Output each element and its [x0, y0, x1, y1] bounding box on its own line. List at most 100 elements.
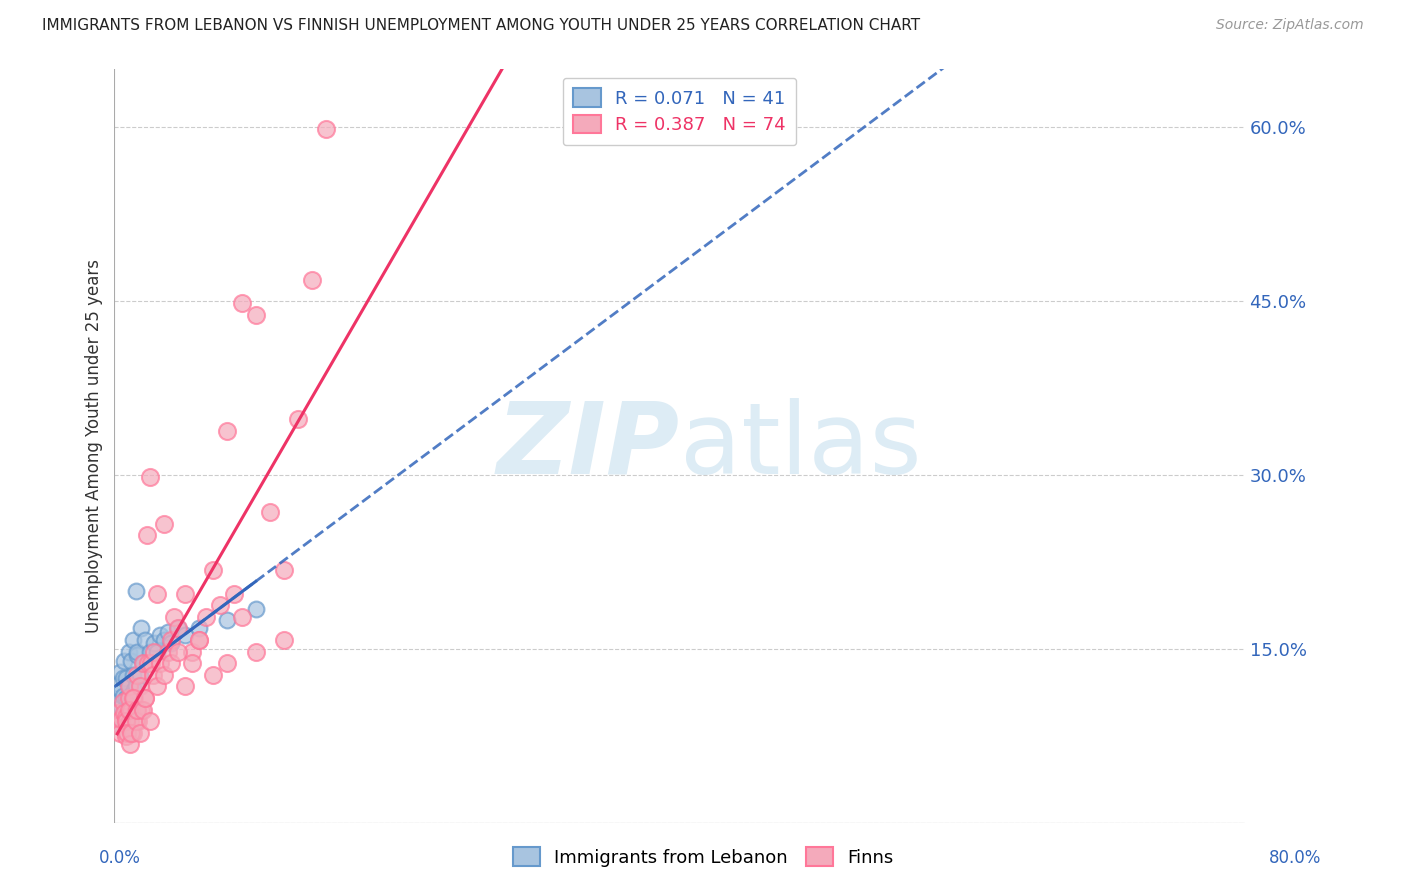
Point	[146, 586, 169, 600]
Point	[124, 703, 146, 717]
Text: 0.0%: 0.0%	[98, 848, 141, 866]
Point	[167, 621, 190, 635]
Point	[273, 563, 295, 577]
Point	[135, 528, 157, 542]
Point	[136, 656, 159, 670]
Point	[153, 632, 176, 647]
Point	[118, 689, 141, 703]
Point	[118, 738, 141, 752]
Point	[245, 644, 267, 658]
Point	[143, 636, 166, 650]
Point	[153, 516, 176, 531]
Point	[245, 601, 267, 615]
Point	[114, 714, 136, 729]
Point	[117, 680, 139, 694]
Point	[131, 656, 153, 670]
Point	[301, 273, 323, 287]
Point	[117, 680, 139, 694]
Point	[124, 714, 146, 729]
Point	[181, 644, 204, 658]
Point	[115, 726, 138, 740]
Point	[120, 703, 142, 717]
Point	[188, 632, 211, 647]
Point	[149, 628, 172, 642]
Point	[124, 584, 146, 599]
Point	[128, 726, 150, 740]
Point	[128, 680, 150, 694]
Point	[287, 412, 309, 426]
Point	[121, 691, 143, 706]
Point	[259, 505, 281, 519]
Point	[115, 712, 138, 726]
Point	[112, 706, 135, 720]
Text: ZIP: ZIP	[496, 398, 679, 494]
Point	[217, 613, 239, 627]
Point	[138, 644, 160, 658]
Point	[117, 644, 139, 658]
Point	[120, 654, 142, 668]
Point	[138, 714, 160, 729]
Point	[231, 296, 253, 310]
Point	[157, 624, 180, 639]
Point	[149, 656, 172, 670]
Point	[110, 682, 132, 697]
Point	[110, 712, 132, 726]
Point	[188, 621, 211, 635]
Legend: R = 0.071   N = 41, R = 0.387   N = 74: R = 0.071 N = 41, R = 0.387 N = 74	[562, 78, 796, 145]
Point	[121, 632, 143, 647]
Point	[217, 424, 239, 438]
Point	[163, 609, 186, 624]
Point	[157, 644, 180, 658]
Point	[174, 628, 197, 642]
Point	[273, 632, 295, 647]
Point	[108, 726, 131, 740]
Point	[111, 694, 134, 708]
Point	[107, 677, 129, 691]
Point	[195, 609, 218, 624]
Point	[110, 700, 132, 714]
Point	[112, 706, 135, 720]
Point	[111, 689, 134, 703]
Point	[112, 654, 135, 668]
Y-axis label: Unemployment Among Youth under 25 years: Unemployment Among Youth under 25 years	[86, 259, 103, 633]
Point	[224, 586, 246, 600]
Point	[174, 680, 197, 694]
Point	[105, 694, 128, 708]
Point	[120, 726, 142, 740]
Point	[129, 621, 152, 635]
Point	[125, 703, 148, 717]
Point	[121, 668, 143, 682]
Point	[217, 656, 239, 670]
Point	[114, 730, 136, 744]
Point	[209, 598, 232, 612]
Point	[245, 308, 267, 322]
Point	[142, 668, 165, 682]
Point	[122, 691, 145, 706]
Point	[108, 665, 131, 680]
Point	[139, 656, 162, 670]
Point	[125, 668, 148, 682]
Point	[131, 703, 153, 717]
Point	[114, 709, 136, 723]
Point	[315, 122, 337, 136]
Text: IMMIGRANTS FROM LEBANON VS FINNISH UNEMPLOYMENT AMONG YOUTH UNDER 25 YEARS CORRE: IMMIGRANTS FROM LEBANON VS FINNISH UNEMP…	[42, 18, 921, 33]
Point	[105, 706, 128, 720]
Point	[125, 648, 148, 662]
Point	[160, 636, 183, 650]
Point	[125, 644, 148, 658]
Legend: Immigrants from Lebanon, Finns: Immigrants from Lebanon, Finns	[505, 840, 901, 874]
Point	[167, 644, 190, 658]
Point	[231, 609, 253, 624]
Point	[134, 691, 156, 706]
Point	[153, 668, 176, 682]
Point	[146, 680, 169, 694]
Point	[128, 668, 150, 682]
Point	[121, 726, 143, 740]
Point	[118, 714, 141, 729]
Point	[124, 680, 146, 694]
Point	[174, 586, 197, 600]
Text: atlas: atlas	[679, 398, 921, 494]
Text: 80.0%: 80.0%	[1270, 848, 1322, 866]
Point	[117, 691, 139, 706]
Point	[108, 718, 131, 732]
